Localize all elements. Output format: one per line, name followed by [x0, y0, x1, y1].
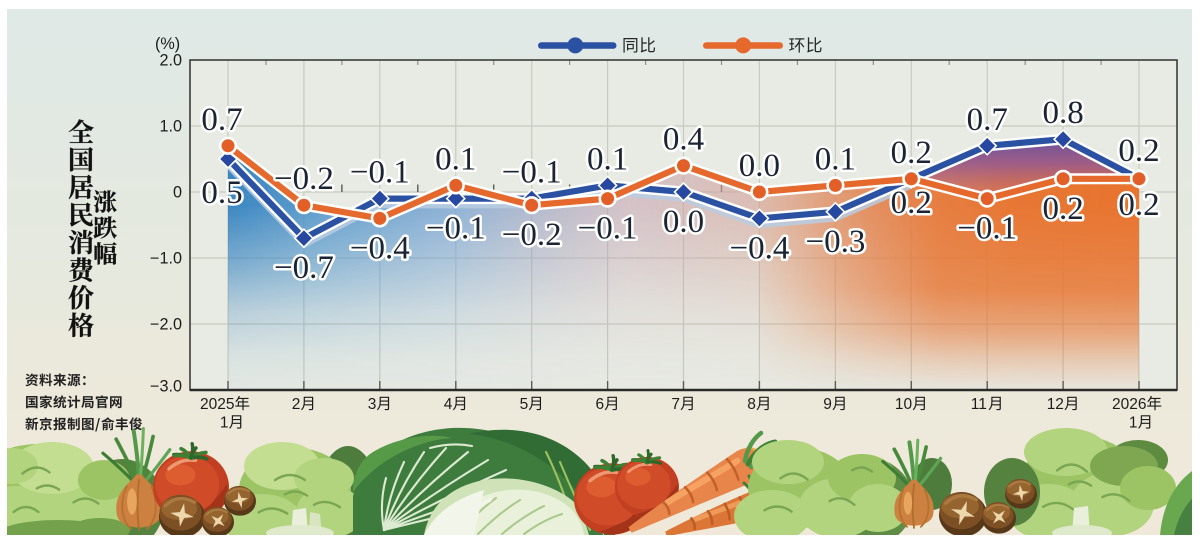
svg-text:12: 12	[1047, 396, 1064, 413]
svg-text:−0.1: −0.1	[426, 211, 486, 247]
svg-text:5: 5	[520, 396, 529, 413]
svg-text:0.5: 0.5	[201, 175, 242, 211]
svg-text:7: 7	[671, 396, 680, 413]
svg-text:2026: 2026	[1112, 396, 1146, 413]
svg-text:0.1: 0.1	[587, 141, 628, 177]
svg-text:−3.0: −3.0	[150, 378, 182, 396]
svg-text:0.1: 0.1	[435, 141, 476, 177]
svg-text:0.7: 0.7	[201, 102, 242, 138]
svg-text:2.0: 2.0	[159, 52, 182, 70]
svg-text:−0.7: −0.7	[274, 250, 334, 286]
svg-text:0: 0	[173, 184, 182, 202]
svg-text:0.7: 0.7	[967, 102, 1008, 138]
svg-text:(%): (%)	[155, 35, 180, 53]
svg-text:0.2: 0.2	[1042, 191, 1083, 227]
svg-text:0.4: 0.4	[663, 122, 704, 158]
svg-text:11: 11	[971, 396, 987, 413]
svg-text:1.0: 1.0	[159, 118, 182, 136]
svg-text:−0.1: −0.1	[578, 211, 638, 247]
svg-text:−0.3: −0.3	[805, 224, 865, 260]
svg-text:0.2: 0.2	[1118, 187, 1159, 223]
svg-text:1: 1	[1129, 415, 1138, 432]
svg-text:3: 3	[368, 396, 377, 413]
svg-text:6: 6	[596, 396, 605, 413]
svg-text:−1.0: −1.0	[150, 250, 182, 268]
svg-text:−0.2: −0.2	[502, 217, 562, 253]
svg-text:−0.4: −0.4	[729, 230, 789, 266]
svg-text:0.0: 0.0	[739, 148, 780, 184]
svg-text:0.1: 0.1	[815, 141, 856, 177]
svg-text:−0.1: −0.1	[957, 211, 1017, 247]
svg-text:2: 2	[292, 396, 301, 413]
svg-text:0.2: 0.2	[1118, 133, 1159, 169]
svg-text:−0.2: −0.2	[274, 161, 334, 197]
svg-text:−2.0: −2.0	[150, 316, 182, 334]
svg-text:0.0: 0.0	[663, 204, 704, 240]
svg-text:0.2: 0.2	[891, 135, 932, 171]
svg-text:0.2: 0.2	[891, 185, 932, 221]
svg-text:10: 10	[895, 396, 913, 413]
svg-text:2025: 2025	[200, 396, 234, 413]
svg-text:−0.1: −0.1	[502, 155, 562, 191]
svg-text:1: 1	[220, 415, 229, 432]
svg-text:9: 9	[823, 396, 832, 413]
svg-text:0.8: 0.8	[1042, 95, 1083, 131]
svg-text:−0.1: −0.1	[350, 155, 410, 191]
svg-text:4: 4	[444, 396, 453, 413]
svg-text:8: 8	[747, 396, 756, 413]
svg-text:−0.4: −0.4	[350, 230, 410, 266]
